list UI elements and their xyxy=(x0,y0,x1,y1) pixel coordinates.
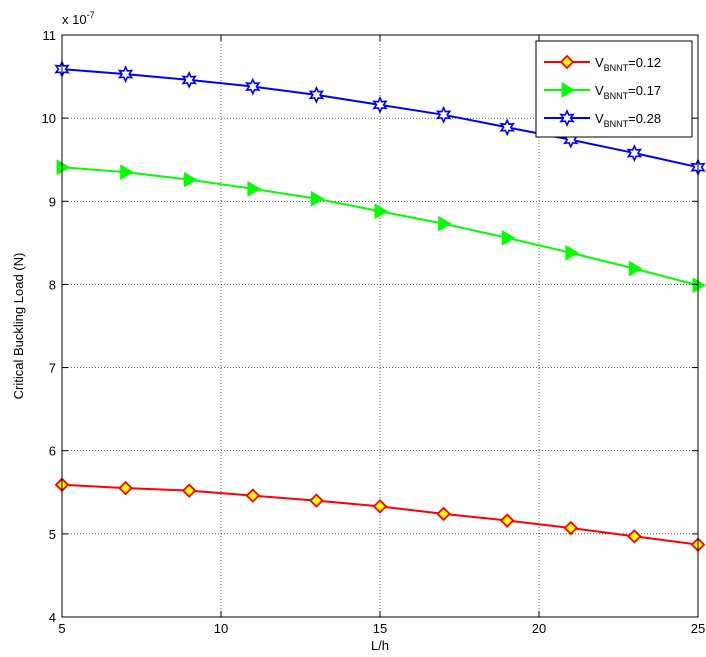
y-tick-label: 9 xyxy=(49,194,56,209)
data-point xyxy=(120,164,134,181)
data-point xyxy=(563,520,579,536)
data-point xyxy=(245,77,261,96)
grid xyxy=(62,35,698,617)
x-axis-label: L/h xyxy=(371,638,389,653)
data-point xyxy=(565,244,579,261)
data-point xyxy=(559,109,575,127)
data-point xyxy=(692,277,706,294)
data-point xyxy=(309,493,324,508)
x-tick-label: 25 xyxy=(691,621,705,636)
data-point xyxy=(374,203,388,220)
legend-label-value: =0.12 xyxy=(628,55,661,70)
data-point xyxy=(499,513,515,528)
legend-label-sub: BNNT xyxy=(604,63,629,73)
legend-label: VBNNT=0.28 xyxy=(595,111,661,129)
x-tick-label: 10 xyxy=(214,621,228,636)
series-layer xyxy=(54,60,706,552)
legend-label-main: V xyxy=(595,83,604,98)
y-axis-label: Critical Buckling Load (N) xyxy=(11,253,26,400)
x-tick-label: 15 xyxy=(373,621,387,636)
x-tick-label: 5 xyxy=(58,621,65,636)
legend-label-value: =0.17 xyxy=(628,83,661,98)
data-point xyxy=(118,480,133,496)
y-tick-label: 11 xyxy=(43,28,57,43)
y-tick-label: 4 xyxy=(49,610,56,625)
data-point xyxy=(626,144,643,162)
series-2 xyxy=(56,159,706,294)
legend-label-main: V xyxy=(595,111,604,126)
data-point xyxy=(181,70,197,89)
ticks xyxy=(61,34,699,618)
data-point xyxy=(501,229,516,246)
series-1 xyxy=(54,477,706,552)
data-point xyxy=(183,171,198,188)
data-point xyxy=(308,85,325,104)
y-tick-label: 8 xyxy=(49,277,56,292)
legend-label-main: V xyxy=(595,55,604,70)
data-point xyxy=(311,190,325,207)
legend-entry: VBNNT=0.28 xyxy=(544,109,661,129)
legend-label-sub: BNNT xyxy=(604,119,629,129)
data-point xyxy=(629,260,643,277)
data-point xyxy=(627,529,642,544)
legend-label: VBNNT=0.17 xyxy=(595,83,661,101)
data-point xyxy=(435,105,452,124)
y-tick-label: 7 xyxy=(49,361,56,376)
data-point xyxy=(245,488,261,503)
legend-entry: VBNNT=0.17 xyxy=(544,82,661,101)
data-point xyxy=(247,180,261,197)
data-point xyxy=(438,215,452,232)
data-point xyxy=(436,506,451,522)
legend-entry: VBNNT=0.12 xyxy=(544,54,661,73)
data-point xyxy=(117,65,134,83)
y-multiplier-exp: -7 xyxy=(87,10,95,20)
data-point xyxy=(561,82,575,98)
data-point xyxy=(56,159,70,176)
y-tick-label: 5 xyxy=(49,527,56,542)
y-multiplier: x 10-7 xyxy=(62,10,95,27)
legend-label-sub: BNNT xyxy=(604,91,629,101)
data-point xyxy=(499,118,515,137)
y-tick-label: 10 xyxy=(42,111,56,126)
legend-label: VBNNT=0.12 xyxy=(595,55,661,73)
data-point xyxy=(372,95,388,114)
data-point xyxy=(559,54,575,70)
y-multiplier-base: x 10 xyxy=(62,12,87,27)
x-tick-label: 20 xyxy=(532,621,546,636)
data-point xyxy=(181,483,197,498)
data-point xyxy=(372,499,388,514)
y-tick-label: 6 xyxy=(49,444,56,459)
legend-label-value: =0.28 xyxy=(628,111,661,126)
